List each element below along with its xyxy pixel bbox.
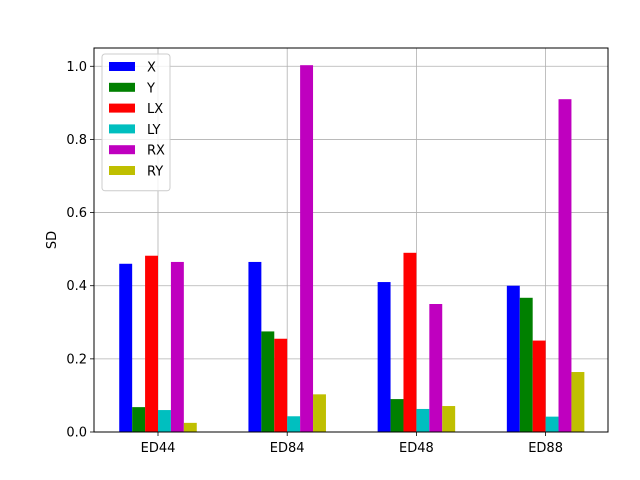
bar-lx-ed88 — [532, 340, 546, 432]
y-tick-label: 0.2 — [66, 352, 87, 367]
bar-rx-ed44 — [170, 261, 184, 432]
legend: XY LX LY RX RY — [101, 53, 171, 192]
x-tick-label: ED44 — [141, 441, 176, 456]
legend-label-ly: LY — [147, 123, 161, 138]
legend-label-lx: LX — [147, 102, 163, 117]
bar-ly-ed84 — [287, 416, 301, 432]
y-tick-label: 1.0 — [66, 60, 87, 75]
bar-ry-ed48 — [442, 406, 456, 432]
bar-ly-ed44 — [158, 410, 171, 432]
ticks: 0.0 0.2 0.4 0.6 0.8 1.0 ED44 ED84 ED48 ED88 — [66, 60, 563, 456]
legend-label-rx: RX — [147, 144, 165, 159]
bar-ly-ed88 — [545, 416, 559, 432]
x-tick-label: ED88 — [528, 441, 563, 456]
x-tick-label: ED84 — [270, 441, 305, 456]
legend-swatch-lx — [109, 103, 135, 113]
y-tick-label: 0.0 — [66, 426, 87, 441]
bar-ry-ed84 — [313, 394, 326, 432]
bar-rx-ed84 — [300, 65, 314, 432]
bar-x-ed88 — [506, 285, 520, 432]
bar-ry-ed44 — [183, 422, 197, 432]
legend-label-ry: RY — [147, 165, 163, 180]
bar-y-ed44 — [132, 407, 146, 432]
bar-x-ed84 — [248, 261, 262, 432]
bar-rx-ed48 — [429, 304, 443, 432]
y-tick-label: 0.8 — [66, 133, 87, 148]
legend-swatch-rx — [109, 145, 135, 155]
y-tick-label: 0.4 — [66, 279, 87, 294]
legend-label-y: Y — [146, 81, 155, 96]
legend-swatch-ly — [109, 124, 135, 134]
legend-swatch-y — [109, 82, 135, 92]
y-tick-label: 0.6 — [66, 206, 87, 221]
bar-y-ed84 — [261, 331, 275, 432]
bar-lx-ed44 — [145, 255, 158, 432]
bars — [119, 65, 585, 432]
x-tick-label: ED48 — [399, 441, 434, 456]
bar-ly-ed48 — [416, 408, 430, 432]
bar-x-ed48 — [377, 282, 391, 432]
bar-rx-ed88 — [558, 99, 572, 432]
bar-y-ed88 — [519, 297, 533, 432]
bar-lx-ed48 — [403, 252, 417, 432]
legend-swatch-x — [109, 62, 135, 71]
bar-x-ed44 — [119, 263, 133, 432]
legend-label-x: X — [147, 61, 156, 76]
bar-ry-ed88 — [571, 372, 585, 432]
legend-swatch-ry — [109, 166, 135, 175]
y-axis-label: SD — [45, 231, 60, 249]
bar-y-ed48 — [390, 399, 404, 432]
plot-frame — [93, 47, 609, 433]
bar-lx-ed84 — [274, 338, 288, 432]
